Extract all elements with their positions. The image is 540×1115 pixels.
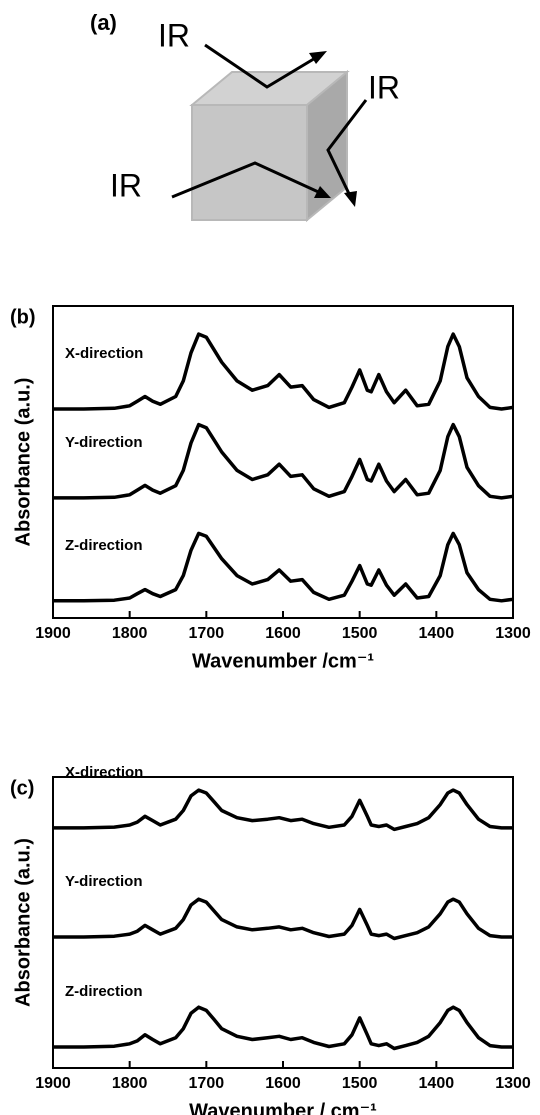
ir-arrow bbox=[204, 43, 323, 89]
x-tick-label: 1900 bbox=[35, 1075, 71, 1092]
x-tick-label: 1800 bbox=[112, 625, 148, 642]
cube-front bbox=[191, 104, 308, 221]
panel-label: (a) bbox=[90, 10, 117, 35]
series-label: X-direction bbox=[65, 764, 143, 781]
x-tick-label: 1500 bbox=[342, 625, 378, 642]
ir-label: IR bbox=[158, 17, 190, 53]
panel-label: (c) bbox=[10, 777, 34, 799]
series-label: Y-direction bbox=[65, 873, 143, 890]
spectrum-line bbox=[53, 897, 513, 941]
x-tick-label: 1600 bbox=[265, 1075, 301, 1092]
x-axis-title: Wavenumber / cm⁻¹ bbox=[189, 1100, 377, 1115]
x-tick-label: 1700 bbox=[189, 625, 225, 642]
cube-diagram: (a) IR IR IR bbox=[90, 10, 400, 223]
ir-label: IR bbox=[368, 69, 400, 105]
spectrum-line bbox=[53, 422, 514, 500]
chart: 1900 1800 1700 1600 1500 1400 1300 Wavenumber /… bbox=[10, 305, 531, 672]
ir-label: IR bbox=[110, 167, 142, 203]
spectrum-line bbox=[53, 332, 514, 411]
x-tick-label: 1800 bbox=[112, 1075, 148, 1092]
x-tick-label: 1300 bbox=[495, 625, 531, 642]
x-tick-label: 1400 bbox=[419, 625, 455, 642]
spectrum-line bbox=[53, 531, 514, 603]
spectrum-line bbox=[53, 788, 513, 832]
series-label: X-direction bbox=[65, 345, 143, 362]
panel-label: (b) bbox=[10, 306, 36, 328]
x-tick-label: 1700 bbox=[189, 1075, 225, 1092]
x-tick-label: 1500 bbox=[342, 1075, 378, 1092]
series-label: Z-direction bbox=[65, 537, 143, 554]
x-tick-label: 1400 bbox=[419, 1075, 455, 1092]
x-tick-label: 1600 bbox=[265, 625, 301, 642]
spectrum-line bbox=[53, 1005, 513, 1051]
ir-arrow bbox=[326, 99, 368, 201]
x-axis-title: Wavenumber /cm⁻¹ bbox=[192, 650, 374, 672]
x-tick-label: 1300 bbox=[495, 1075, 531, 1092]
plot-frame bbox=[52, 776, 514, 1069]
y-axis-title: Absorbance (a.u.) bbox=[12, 378, 34, 547]
ir-arrow bbox=[171, 161, 326, 199]
y-axis-title: Absorbance (a.u.) bbox=[12, 838, 34, 1007]
arrow-head bbox=[309, 51, 327, 64]
arrow-head bbox=[314, 186, 331, 198]
chart: 1900 1800 1700 1600 1500 1400 1300 Wavenumber /… bbox=[10, 764, 531, 1115]
x-tick-label: 1900 bbox=[35, 625, 71, 642]
series-label: Z-direction bbox=[65, 983, 143, 1000]
arrow-head bbox=[344, 191, 357, 207]
series-label: Y-direction bbox=[65, 434, 143, 451]
